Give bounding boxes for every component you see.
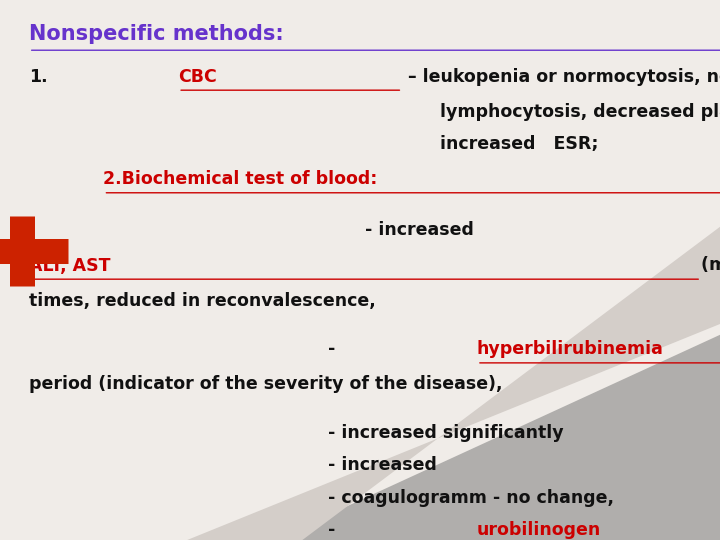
- Text: period (indicator of the severity of the disease),: period (indicator of the severity of the…: [29, 375, 503, 393]
- Text: lymphocytosis, decreased platelets,: lymphocytosis, decreased platelets,: [440, 103, 720, 120]
- Text: - increased: - increased: [328, 456, 443, 474]
- Text: 1.: 1.: [29, 68, 48, 85]
- Text: - increased significantly: - increased significantly: [328, 424, 570, 442]
- Text: -: -: [328, 340, 341, 358]
- Text: – leukopenia or normocytosis, neutropenia,: – leukopenia or normocytosis, neutropeni…: [402, 68, 720, 85]
- Text: increased   ESR;: increased ESR;: [440, 135, 598, 153]
- Text: times, reduced in reconvalescence,: times, reduced in reconvalescence,: [29, 292, 376, 309]
- Text: -: -: [328, 521, 341, 539]
- Text: 2.Biochemical test of blood:: 2.Biochemical test of blood:: [104, 170, 378, 188]
- Text: urobilinogen: urobilinogen: [477, 521, 601, 539]
- Text: ALT, AST: ALT, AST: [29, 256, 117, 274]
- Text: Nonspecific methods:: Nonspecific methods:: [29, 24, 284, 44]
- Text: - coagulogramm - no change,: - coagulogramm - no change,: [328, 489, 613, 507]
- Polygon shape: [187, 227, 720, 540]
- Text: - increased: - increased: [365, 221, 480, 239]
- Text: CBC: CBC: [179, 68, 217, 85]
- Text: (markers of cytolysis) - above normal in 3-4: (markers of cytolysis) - above normal in…: [701, 256, 720, 274]
- Polygon shape: [274, 335, 720, 540]
- Text: hyperbilirubinemia: hyperbilirubinemia: [477, 340, 664, 358]
